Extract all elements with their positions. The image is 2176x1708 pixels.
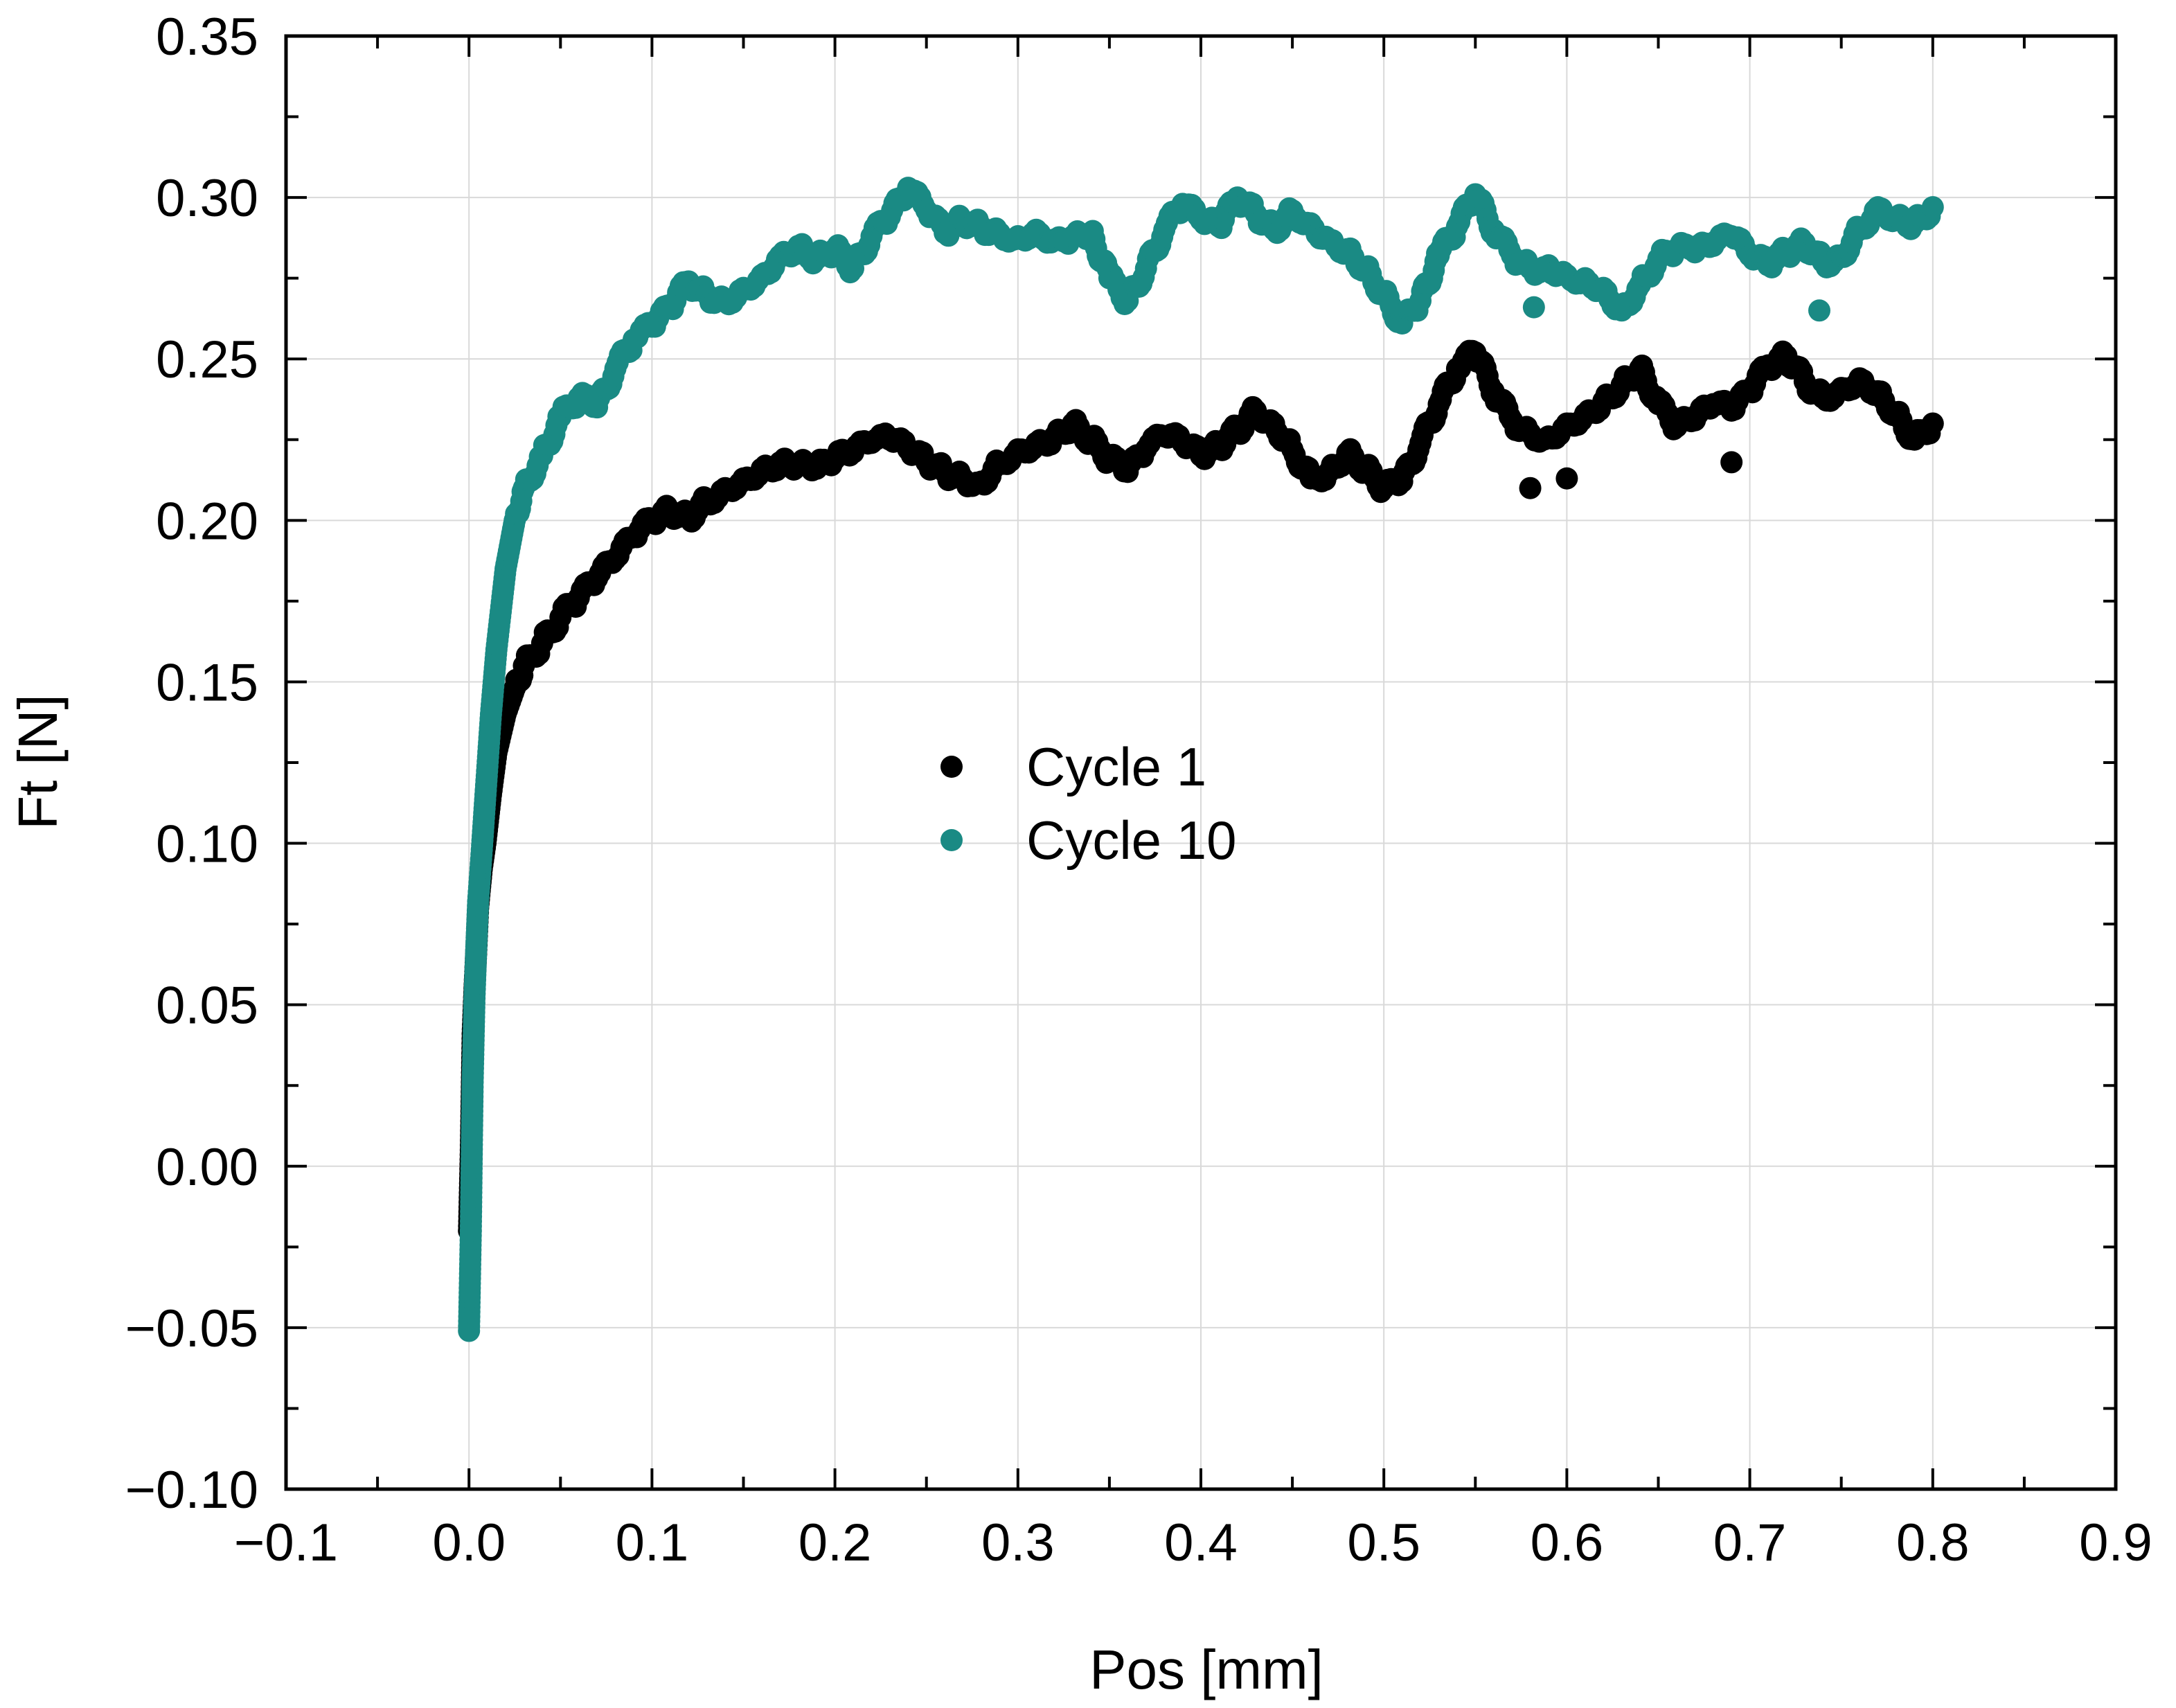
- outlier-points: [1519, 296, 1830, 499]
- y-tick-label: 0.30: [156, 169, 258, 228]
- x-tick-label: 0.5: [1347, 1513, 1420, 1572]
- x-tick-labels: −0.1 0.0 0.1 0.2 0.3 0.4 0.5 0.6 0.7 0.8 0.9: [234, 1513, 2152, 1572]
- axis-ticks: [285, 35, 2117, 1491]
- legend: Cycle 1 Cycle 10: [940, 736, 1236, 871]
- y-axis-title: Ft [N]: [7, 694, 69, 830]
- outlier-point: [1808, 299, 1830, 322]
- outlier-point: [1555, 467, 1578, 490]
- x-tick-label: 0.7: [1713, 1513, 1787, 1572]
- legend-label-cycle-10: Cycle 10: [1026, 810, 1236, 871]
- y-tick-label: 0.25: [156, 330, 258, 389]
- y-tick-label: 0.00: [156, 1138, 258, 1197]
- outlier-point: [1519, 477, 1542, 499]
- outlier-point: [1522, 296, 1545, 319]
- y-tick-label: 0.35: [156, 8, 258, 66]
- y-tick-label: −0.05: [125, 1299, 258, 1358]
- x-tick-label: 0.4: [1164, 1513, 1238, 1572]
- x-tick-label: 0.9: [2079, 1513, 2152, 1572]
- x-tick-label: 0.6: [1531, 1513, 1604, 1572]
- y-tick-label: 0.10: [156, 815, 258, 874]
- legend-label-cycle-1: Cycle 1: [1026, 736, 1206, 797]
- x-tick-label: 0.8: [1896, 1513, 1970, 1572]
- x-axis-title: Pos [mm]: [1089, 1639, 1323, 1700]
- x-tick-label: 0.2: [799, 1513, 872, 1572]
- data-points: [458, 177, 1944, 1342]
- y-tick-label: −0.10: [125, 1461, 258, 1520]
- y-tick-label: 0.15: [156, 653, 258, 712]
- y-tick-labels: −0.10 −0.05 0.00 0.05 0.10 0.15 0.20 0.25 0.30 0.…: [125, 8, 258, 1520]
- series-cycle-10: [458, 177, 1944, 1342]
- legend-marker-cycle-10: [940, 829, 963, 851]
- x-tick-label: −0.1: [234, 1513, 338, 1572]
- legend-marker-cycle-1: [940, 756, 963, 778]
- y-tick-label: 0.05: [156, 977, 258, 1035]
- y-tick-label: 0.20: [156, 492, 258, 551]
- x-tick-label: 0.3: [981, 1513, 1055, 1572]
- x-tick-label: 0.1: [616, 1513, 689, 1572]
- data-point: [1921, 196, 1944, 219]
- x-tick-label: 0.0: [432, 1513, 506, 1572]
- outlier-point: [1720, 451, 1743, 474]
- data-point: [1921, 412, 1944, 435]
